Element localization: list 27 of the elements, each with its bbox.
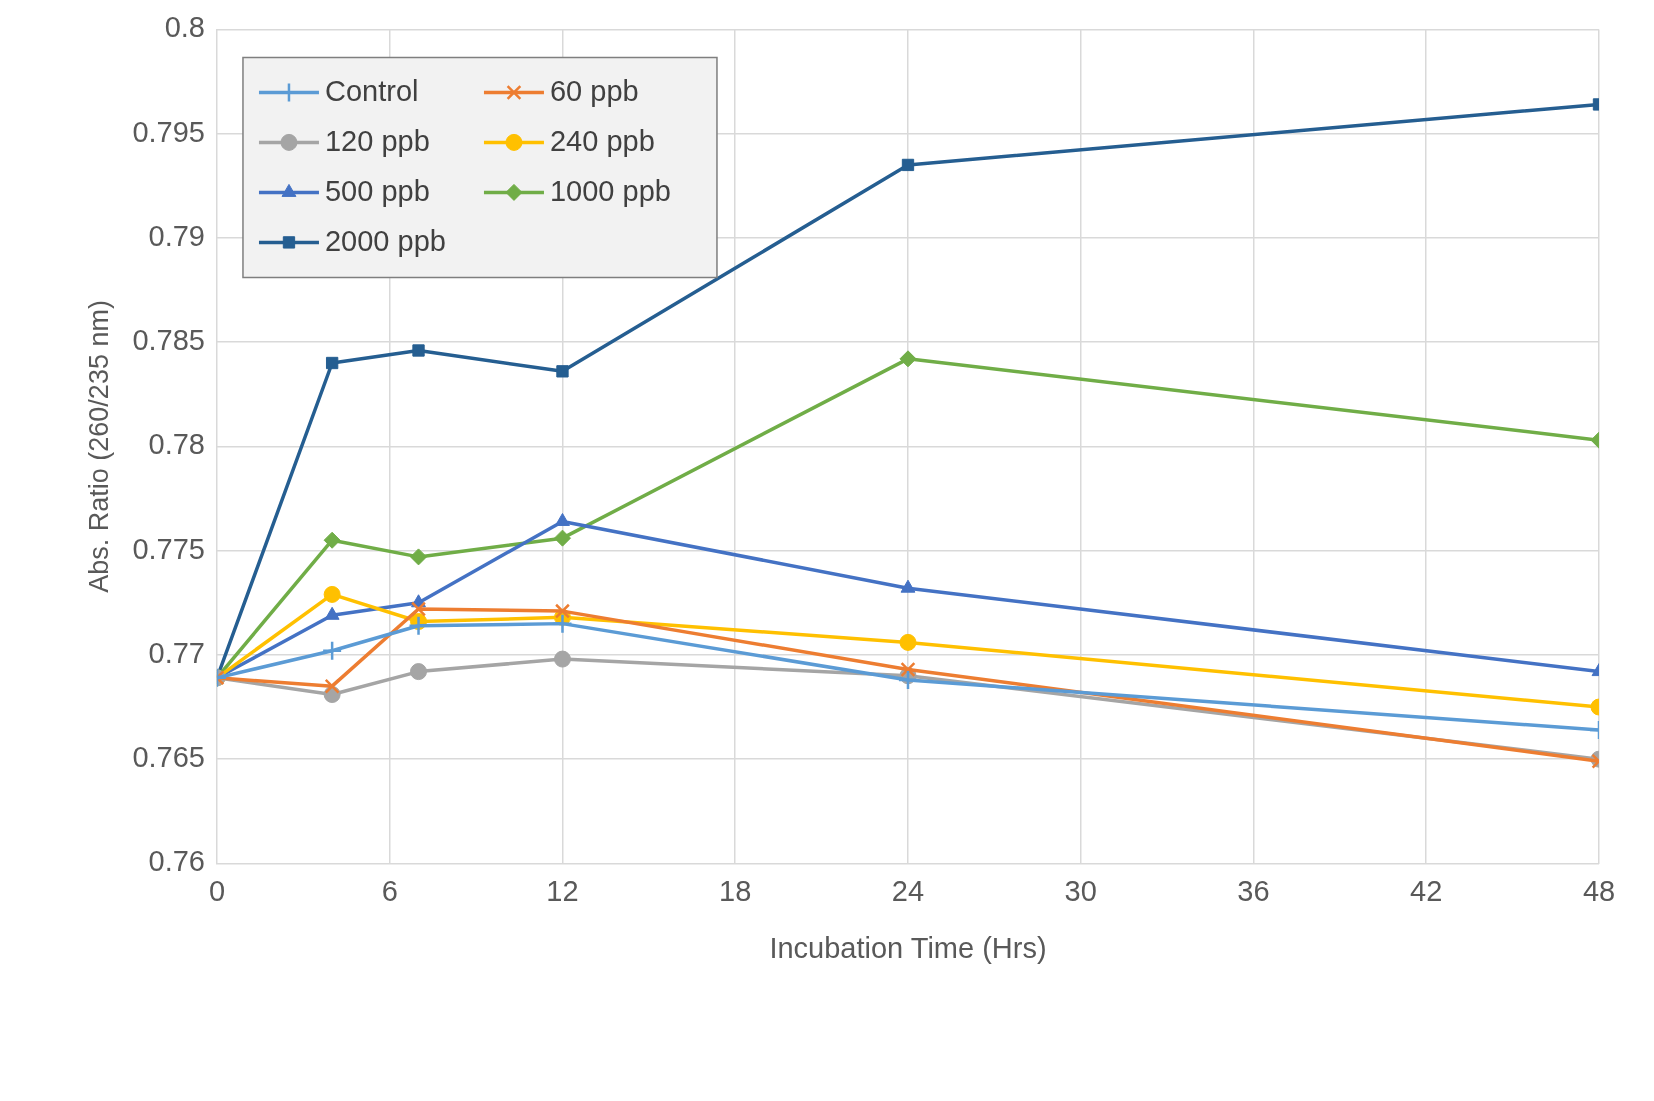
y-tick-label: 0.77 — [148, 636, 205, 669]
y-tick-label: 0.785 — [132, 324, 205, 357]
x-tick-label: 6 — [381, 874, 398, 907]
y-tick-label: 0.78 — [148, 428, 205, 461]
legend-label: 2000 ppb — [324, 225, 446, 258]
y-tick-label: 0.775 — [132, 532, 205, 565]
y-axis-title: Abs. Ratio (260/235 nm) — [83, 300, 114, 593]
y-tick-label: 0.76 — [148, 845, 205, 878]
x-tick-label: 12 — [546, 874, 579, 907]
legend-label: 500 ppb — [324, 175, 430, 208]
x-tick-label: 42 — [1410, 874, 1443, 907]
y-tick-label: 0.8 — [164, 11, 205, 44]
legend-label: 60 ppb — [549, 75, 639, 108]
x-tick-label: 24 — [891, 874, 925, 907]
legend-label: 240 ppb — [549, 125, 655, 158]
x-tick-label: 0 — [208, 874, 226, 907]
y-tick-label: 0.79 — [148, 219, 205, 252]
y-tick-label: 0.765 — [132, 741, 205, 774]
x-tick-label: 30 — [1064, 874, 1097, 907]
x-tick-label: 36 — [1237, 874, 1270, 907]
legend-label: 120 ppb — [324, 125, 430, 158]
legend-label: Control — [324, 75, 419, 108]
x-axis-title: Incubation Time (Hrs) — [769, 931, 1047, 964]
x-tick-label: 48 — [1582, 874, 1616, 907]
x-tick-label: 18 — [719, 874, 752, 907]
y-tick-label: 0.795 — [132, 115, 205, 148]
legend-label: 1000 ppb — [549, 175, 671, 208]
